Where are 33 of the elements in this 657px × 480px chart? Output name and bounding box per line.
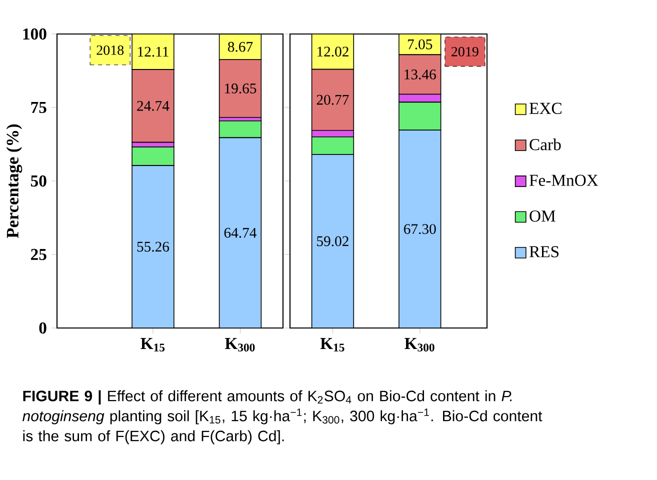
data-label: 8.67 bbox=[228, 42, 253, 52]
data-label: 55.26 bbox=[137, 242, 170, 252]
legend-label: Fe-MnOX bbox=[529, 174, 598, 186]
annotation: 2019 bbox=[452, 46, 478, 56]
x-tick-label: K$_{300}$ bbox=[224, 338, 255, 352]
y-tick-label: 50 bbox=[30, 175, 46, 187]
annotation: 2018 bbox=[96, 45, 124, 55]
data-label: 13.46 bbox=[404, 70, 436, 80]
data-label: 24.74 bbox=[137, 100, 170, 111]
data-label: 20.77 bbox=[316, 94, 349, 105]
x-tick-label: K$_{15}$ bbox=[320, 338, 344, 352]
data-label: 64.74 bbox=[224, 228, 257, 238]
y-tick-label: 75 bbox=[31, 102, 46, 114]
bar bbox=[311, 34, 354, 70]
data-label: 59.02 bbox=[317, 236, 348, 246]
data-label: 19.65 bbox=[225, 84, 256, 94]
legend-label: OM bbox=[530, 210, 556, 222]
legend-label: Carb bbox=[530, 138, 561, 150]
bar bbox=[398, 130, 442, 328]
x-tick-label: K$_{15}$ bbox=[140, 338, 165, 352]
data-label: 67.30 bbox=[404, 224, 436, 234]
y-tick-label: 0 bbox=[39, 322, 46, 334]
y-tick-label: 25 bbox=[30, 248, 46, 260]
legend-label: EXC bbox=[529, 102, 562, 114]
x-tick-label: K$_{300}$ bbox=[404, 338, 434, 352]
text: FIGURE 9 | Effect of different amounts of K$_{2}$SO$_{4}$ on Bio-Cd content in P. notoginseng planting soil [K$_{15}$, 15 kg·ha$^{−1}$; K$_{300}$, 300 kg·ha$^{−1}$. Bio-Cd content is the sum of F(EXC) and F(Carb) Cd]. bbox=[22, 390, 542, 444]
data-label: 12.02 bbox=[318, 46, 348, 57]
y-tick-label: 100 bbox=[23, 28, 46, 40]
bar bbox=[311, 154, 354, 328]
y-axis-title: Percentage (%) bbox=[6, 124, 22, 238]
data-label: 7.05 bbox=[408, 39, 432, 50]
legend-label: RES bbox=[529, 246, 559, 258]
data-label: 12.11 bbox=[138, 46, 168, 57]
